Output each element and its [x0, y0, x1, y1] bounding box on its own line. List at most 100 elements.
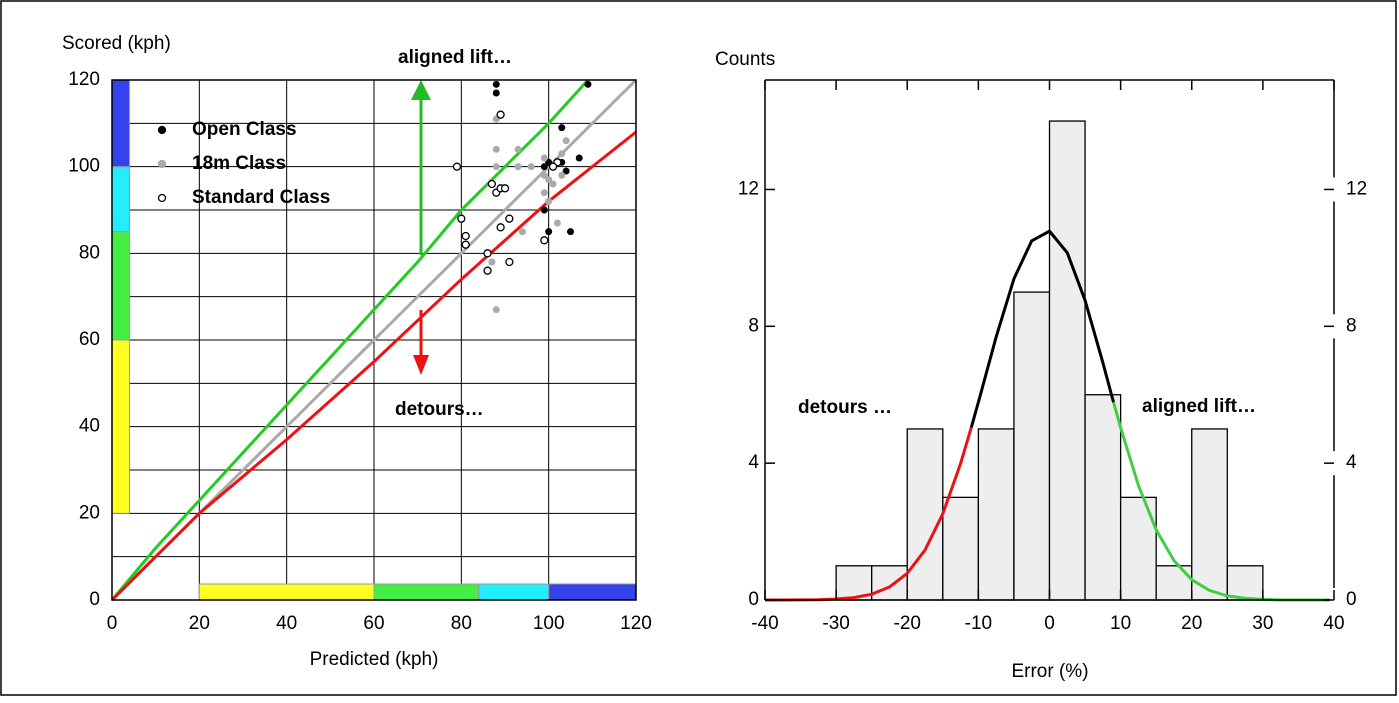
y-tick-label: 20	[79, 502, 100, 523]
legend-marker	[157, 159, 167, 169]
y-tick-label: 80	[79, 242, 100, 263]
point	[492, 80, 500, 88]
y2-tick-label: 0	[1346, 589, 1357, 610]
fit-curve	[969, 229, 1115, 428]
y-band	[111, 79, 130, 168]
y-tick-label: 4	[748, 452, 759, 473]
x-tick-label: 100	[533, 613, 565, 634]
bar	[1191, 428, 1228, 601]
x-band	[548, 583, 637, 601]
y2-tick-label: 8	[1346, 315, 1357, 336]
point	[496, 223, 505, 232]
point	[487, 179, 497, 189]
annotation: aligned lift…	[1142, 396, 1256, 417]
point	[549, 180, 557, 188]
x-band	[373, 583, 480, 601]
point	[558, 124, 566, 132]
y-tick-label: 40	[79, 416, 100, 437]
x-tick-label: 120	[620, 613, 652, 634]
x-tick-label: -10	[965, 613, 992, 634]
point	[584, 80, 592, 88]
point	[461, 240, 470, 249]
point	[457, 214, 466, 223]
point	[562, 137, 570, 145]
point	[492, 145, 500, 153]
arrow-head	[413, 355, 429, 375]
point	[514, 163, 522, 171]
bar	[871, 565, 908, 601]
label-bg	[1330, 588, 1390, 612]
legend-marker	[157, 193, 167, 203]
label-bg	[1330, 314, 1390, 339]
y-tick-label: 0	[89, 589, 100, 610]
x-axis-label: Error (%)	[1011, 661, 1088, 682]
y-tick-label: 120	[68, 69, 100, 90]
y-tick-label: 0	[748, 589, 759, 610]
legend-label: Open Class	[192, 119, 297, 140]
point	[540, 236, 549, 245]
point	[488, 258, 496, 266]
label-bg	[1330, 177, 1390, 202]
bar	[977, 428, 1015, 601]
point	[558, 150, 566, 158]
y-axis-label: Scored (kph)	[62, 33, 171, 54]
x-tick-label: 40	[276, 613, 297, 634]
annotation: aligned lift…	[398, 47, 512, 68]
point	[492, 89, 500, 97]
bar	[906, 428, 944, 601]
annotation: detours …	[798, 397, 892, 418]
bar	[1084, 394, 1122, 601]
point	[545, 197, 553, 205]
x-tick-label: -30	[822, 613, 849, 634]
point	[545, 176, 553, 184]
point	[500, 184, 510, 193]
bar	[1013, 291, 1051, 601]
arrow-head	[411, 80, 431, 100]
point	[492, 306, 500, 314]
y-band	[111, 231, 130, 341]
legend-label: Standard Class	[192, 187, 330, 208]
x-band	[478, 583, 550, 601]
y-band	[111, 339, 130, 514]
x-tick-label: 0	[1044, 613, 1055, 634]
legend-marker	[157, 125, 167, 135]
point	[505, 214, 514, 223]
x-tick-label: 30	[1252, 613, 1273, 634]
x-tick-label: -40	[751, 613, 778, 634]
y-tick-label: 8	[748, 315, 759, 336]
x-tick-label: -20	[894, 613, 921, 634]
bar	[1226, 565, 1264, 601]
y-axis-label: Counts	[715, 49, 775, 70]
y-tick-label: 12	[738, 178, 759, 199]
point	[492, 163, 500, 171]
bar	[1048, 120, 1086, 601]
x-tick-label: 0	[107, 613, 118, 634]
point	[575, 154, 583, 162]
bar	[942, 496, 980, 601]
point	[518, 228, 526, 236]
y-band	[111, 166, 130, 233]
point	[540, 171, 548, 179]
y2-tick-label: 12	[1346, 178, 1367, 199]
point	[527, 163, 535, 171]
x-tick-label: 20	[189, 613, 210, 634]
bar	[1155, 565, 1193, 601]
annotation: detours…	[395, 399, 484, 420]
x-tick-label: 40	[1323, 613, 1344, 634]
point	[562, 167, 570, 175]
point	[558, 171, 566, 179]
point	[553, 219, 561, 227]
legend-label: 18m Class	[192, 153, 286, 174]
point	[540, 154, 548, 162]
x-tick-label: 80	[451, 613, 472, 634]
point	[496, 110, 505, 119]
point	[548, 162, 558, 171]
x-band	[198, 583, 375, 601]
point	[514, 145, 522, 153]
x-axis-label: Predicted (kph)	[310, 649, 439, 670]
point	[452, 162, 462, 171]
y-tick-label: 60	[79, 329, 100, 350]
point	[483, 266, 492, 275]
